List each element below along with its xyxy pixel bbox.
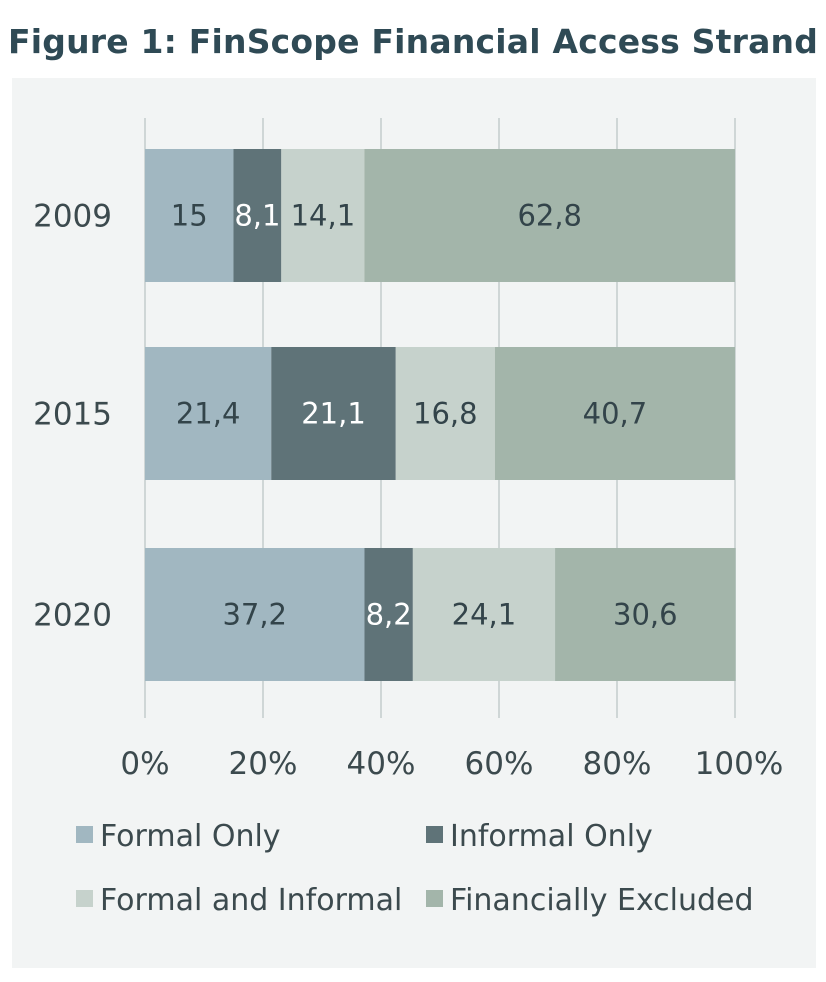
bar-formal-and-informal-2020 — [412, 548, 556, 681]
x-tick-labels: 0% 20% 40% 60% 80% 100% — [120, 746, 783, 782]
data-label: 16,8 — [413, 397, 478, 431]
data-label: 8,1 — [234, 199, 280, 233]
data-label: 21,1 — [301, 397, 366, 431]
data-label: 8,2 — [366, 598, 412, 632]
legend-label-informal-only: Informal Only — [450, 819, 653, 854]
legend-swatch-informal-only — [426, 826, 443, 843]
bar-formal-and-informal-2015 — [395, 347, 495, 480]
bar-informal-only-2015 — [271, 347, 396, 480]
data-label: 30,6 — [613, 598, 678, 632]
x-tick-label: 60% — [465, 746, 534, 782]
legend-swatch-financially-excluded — [426, 890, 443, 907]
x-tick-label: 100% — [695, 746, 784, 782]
bar-financially-excluded-2020 — [555, 548, 736, 681]
data-label: 21,4 — [176, 397, 241, 431]
bars: 15 8,1 14,1 62,8 21,4 21,1 16,8 40,7 37,2 8,2 24,1… — [145, 149, 736, 681]
x-tick-label: 40% — [347, 746, 416, 782]
bar-financially-excluded-2015 — [494, 347, 735, 480]
bar-formal-only-2015 — [145, 347, 272, 480]
chart-svg: 2009 2015 2020 15 8,1 14,1 62,8 21,4 21,1 16,8 40… — [33, 118, 783, 918]
x-tick-label: 0% — [120, 746, 169, 782]
data-label: 37,2 — [222, 598, 287, 632]
data-label: 14,1 — [291, 199, 356, 233]
legend-label-financially-excluded: Financially Excluded — [450, 883, 754, 918]
chart-title: Figure 1: FinScope Financial Access Stra… — [8, 22, 819, 61]
bar-formal-and-informal-2009 — [281, 149, 365, 282]
legend-label-formal-only: Formal Only — [100, 819, 281, 854]
x-tick-label: 20% — [229, 746, 298, 782]
data-label: 40,7 — [583, 397, 648, 431]
x-tick-label: 80% — [583, 746, 652, 782]
bar-formal-only-2020 — [145, 548, 365, 681]
bar-formal-only-2009 — [145, 149, 234, 282]
category-label: 2020 — [33, 598, 112, 634]
chart-panel: 2009 2015 2020 15 8,1 14,1 62,8 21,4 21,1 16,8 40… — [12, 78, 816, 968]
bar-financially-excluded-2009 — [364, 149, 735, 282]
category-label: 2015 — [33, 397, 112, 433]
legend: Formal Only Informal Only Formal and Infor… — [76, 819, 754, 918]
bar-informal-only-2009 — [233, 149, 282, 282]
bar-informal-only-2020 — [364, 548, 413, 681]
data-label: 62,8 — [517, 199, 582, 233]
data-label: 15 — [171, 199, 208, 233]
data-label: 24,1 — [452, 598, 517, 632]
category-labels: 2009 2015 2020 — [33, 199, 112, 634]
category-label: 2009 — [33, 199, 112, 235]
legend-swatch-formal-only — [76, 826, 93, 843]
legend-swatch-formal-and-informal — [76, 890, 93, 907]
legend-label-formal-and-informal: Formal and Informal — [100, 883, 402, 918]
